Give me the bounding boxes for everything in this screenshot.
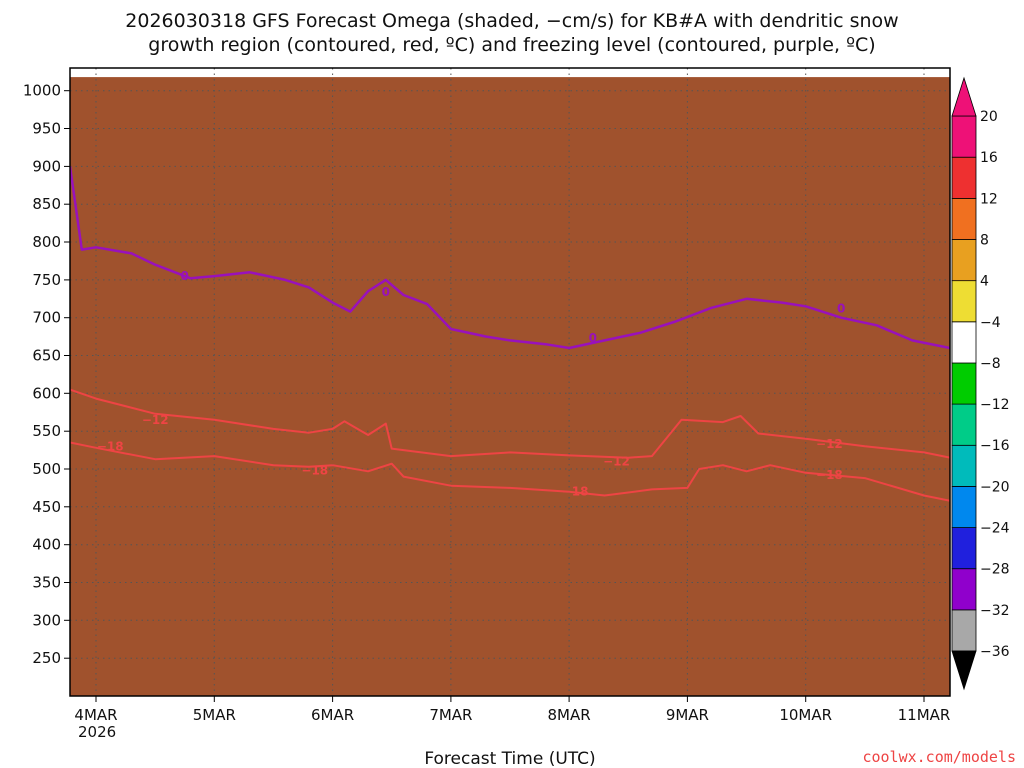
chart-title-line1: 2026030318 GFS Forecast Omega (shaded, −… [125,10,898,32]
contour-label-dgz_minus18-0: −18 [97,439,124,453]
colorbar-segment-0 [951,609,977,652]
contour-label-dgz_minus18-3: −18 [816,468,843,482]
colorbar-label-4: 4 [980,274,989,290]
colorbar-label-7: −12 [980,397,1010,413]
colorbar-label-13: −36 [980,644,1010,660]
contour-line-dgz_minus18 [70,441,950,502]
colorbar-segment-10 [951,197,977,240]
plot-frame [69,67,951,697]
x-tick-label-5MAR: 5MAR [193,706,236,724]
contour-label-dgz_minus12-1: −12 [603,454,630,468]
colorbar-label-5: −4 [980,315,1001,331]
chart-title-line2: growth region (contoured, red, ºC) and f… [148,34,875,56]
colorbar-segment-5 [951,403,977,446]
colorbar-segment-6 [951,362,977,405]
colorbar-label-2: 12 [980,191,998,207]
colorbar-segment-3 [951,485,977,528]
gridlines [70,68,950,696]
y-tick-label-900: 900 [32,157,61,175]
ground-strip [70,77,950,696]
contours: −12 −12 −12 −18 −18 −18 −18 0 0 0 0 [70,166,950,502]
contour-label-dgz_minus18-1: −18 [301,464,328,478]
contour-line-freezing_0 [70,166,950,350]
credit-text: coolwx.com/models [862,748,1016,766]
contour-line-dgz_minus12 [70,388,950,459]
colorbar-segment-7 [951,321,977,364]
colorbar-label-8: −16 [980,438,1010,454]
y-axis: 250 300 350 400 450 500 550 600 650 700 750 800 850 9… [23,82,70,667]
y-tick-label-300: 300 [32,611,61,629]
contour-label-freezing_0-0: 0 [181,269,189,283]
colorbar-segment-2 [951,527,977,570]
x-axis: 4MAR 5MAR 6MAR 7MAR 8MAR 9MAR 10MAR 11MAR [74,696,950,724]
colorbar-segment-9 [951,239,977,282]
colorbar-segment-1 [951,568,977,611]
contour-label-dgz_minus12-0: −12 [142,413,169,427]
colorbar-top-arrow [951,76,977,117]
colorbar-segment-11 [951,156,977,199]
contour-label-freezing_0-3: 0 [837,302,845,316]
y-tick-label-750: 750 [32,271,61,289]
colorbar-label-0: 20 [980,109,998,125]
colorbar-label-11: −28 [980,562,1010,578]
colorbar-label-6: −8 [980,356,1001,372]
colorbar-segment-12 [951,115,977,158]
x-tick-label-7MAR: 7MAR [429,706,472,724]
y-tick-label-800: 800 [32,233,61,251]
x-tick-label-10MAR: 10MAR [779,706,832,724]
y-tick-label-400: 400 [32,536,61,554]
x-tick-label-8MAR: 8MAR [548,706,591,724]
colorbar-label-1: 16 [980,150,998,166]
contour-label-dgz_minus12-2: −12 [816,437,843,451]
colorbar-label-3: 8 [980,233,989,249]
x-tick-label-9MAR: 9MAR [666,706,709,724]
colorbar-segment-8 [951,280,977,323]
y-tick-label-350: 350 [32,574,61,592]
colorbar-segment-4 [951,444,977,487]
y-tick-label-850: 850 [32,195,61,213]
x-tick-label-11MAR: 11MAR [898,706,951,724]
colorbar-label-10: −24 [980,521,1010,537]
colorbar-bottom-arrow [951,650,977,691]
contour-label-freezing_0-1: 0 [382,285,390,299]
y-tick-label-950: 950 [32,120,61,138]
x-tick-label-4MAR: 4MAR [74,706,117,724]
colorbar: 20 16 12 8 4 −4 −8 −12 −16 −20 −24 −28 −32 −36 [951,76,1010,691]
y-tick-label-1000: 1000 [23,82,61,100]
ground-surface [70,77,950,696]
y-tick-label-650: 650 [32,347,61,365]
x-axis-label: Forecast Time (UTC) [424,749,595,768]
colorbar-label-12: −32 [980,603,1010,619]
x-tick-label-6MAR: 6MAR [311,706,354,724]
y-tick-label-250: 250 [32,649,61,667]
colorbar-label-9: −20 [980,479,1010,495]
year-label: 2026 [78,723,116,741]
y-tick-label-550: 550 [32,422,61,440]
y-tick-label-500: 500 [32,460,61,478]
y-tick-label-450: 450 [32,498,61,516]
y-tick-label-600: 600 [32,384,61,402]
y-tick-label-700: 700 [32,309,61,327]
contour-label-dgz_minus18-2: −18 [562,485,589,499]
contour-label-freezing_0-2: 0 [589,331,597,345]
